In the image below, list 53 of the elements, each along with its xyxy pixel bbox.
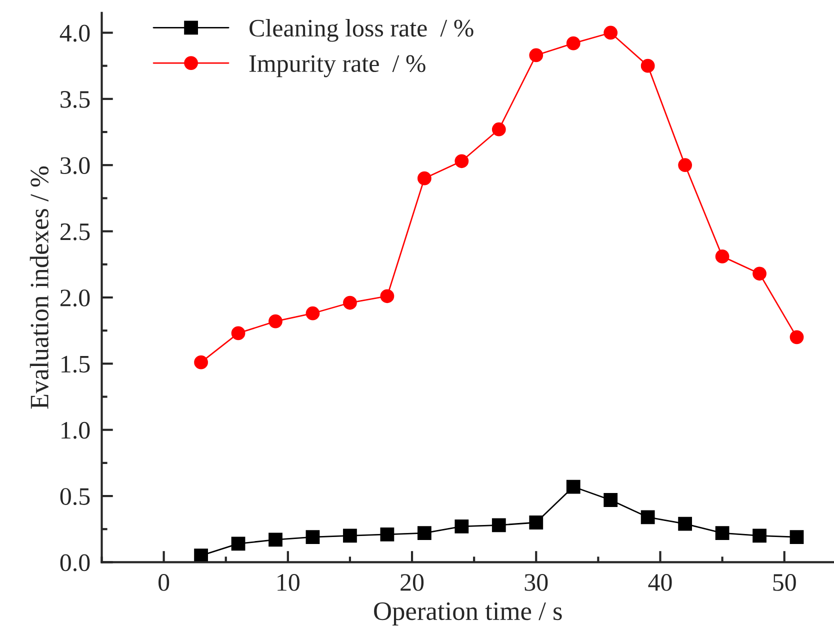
point xyxy=(752,266,766,281)
x-axis-title: Operation time / s xyxy=(374,602,562,626)
point xyxy=(306,306,320,320)
y-tick-label: 2.0 xyxy=(60,290,90,307)
point xyxy=(529,48,544,62)
legend-label: Cleaning loss rate / % xyxy=(250,19,474,42)
point xyxy=(454,154,469,168)
point xyxy=(194,355,208,370)
y-tick-label: 2.5 xyxy=(60,223,90,240)
point xyxy=(231,326,246,340)
y-tick-label: 0.0 xyxy=(60,554,90,572)
point xyxy=(380,289,394,304)
point xyxy=(604,26,618,40)
point xyxy=(715,526,730,540)
point xyxy=(790,530,804,544)
point xyxy=(417,171,432,186)
y-tick-label: 3.0 xyxy=(60,157,90,174)
point xyxy=(752,528,766,543)
point xyxy=(492,122,506,136)
point xyxy=(566,36,580,50)
x-tick-label: 10 xyxy=(278,574,300,591)
point xyxy=(268,532,282,547)
point xyxy=(492,518,506,532)
point xyxy=(604,493,618,507)
y-tick-label: 4.0 xyxy=(60,24,90,42)
x-tick-label: 20 xyxy=(400,574,424,591)
y-tick-label: 0.5 xyxy=(60,488,90,506)
point xyxy=(380,527,394,542)
point xyxy=(343,296,357,310)
point xyxy=(268,314,282,328)
point xyxy=(678,158,692,172)
x-tick-label: 40 xyxy=(648,574,672,591)
point xyxy=(306,530,320,544)
point xyxy=(640,510,655,524)
y-tick-label: 3.5 xyxy=(60,91,90,108)
x-tick-label: 0 xyxy=(158,574,170,591)
point xyxy=(715,249,730,264)
point xyxy=(640,58,655,73)
x-tick-label: 50 xyxy=(773,574,796,591)
point xyxy=(343,528,357,543)
x-tick-label: 30 xyxy=(524,574,548,591)
point xyxy=(454,520,469,534)
point xyxy=(194,548,208,562)
point xyxy=(678,516,692,531)
point xyxy=(529,516,544,530)
legend-label: Impurity rate / % xyxy=(249,55,426,78)
y-axis-title: Evaluation indexes / % xyxy=(30,166,49,409)
point xyxy=(417,526,432,540)
y-tick-label: 1.0 xyxy=(62,422,90,439)
point xyxy=(566,480,580,494)
y-tick-label: 1.5 xyxy=(62,356,90,373)
point xyxy=(231,536,246,551)
point xyxy=(790,330,804,344)
